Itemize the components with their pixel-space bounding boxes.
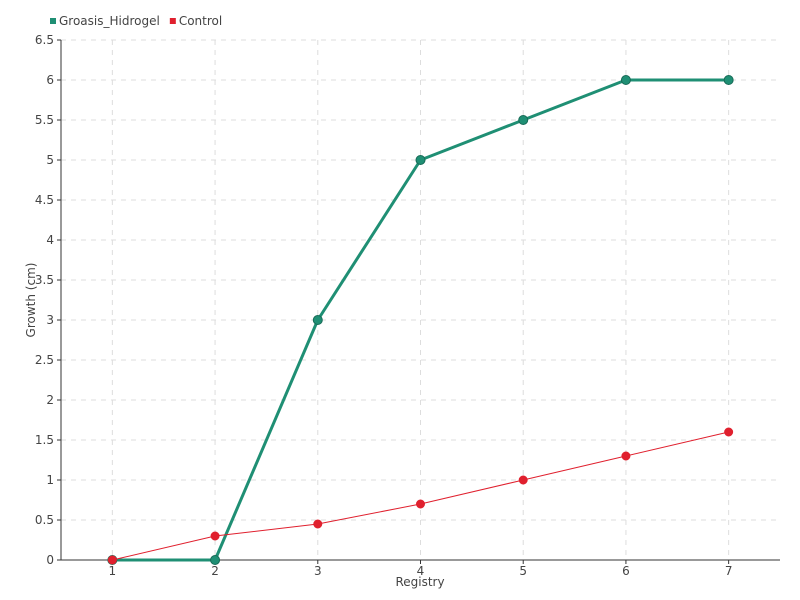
data-point-groasis-hidrogel [210,555,221,565]
x-tick-label: 4 [417,564,425,578]
data-point-control [621,451,631,461]
data-point-groasis-hidrogel [415,155,426,165]
data-point-groasis-hidrogel [723,75,734,85]
y-tick-label: 6 [46,73,54,87]
data-point-control [724,427,734,437]
y-tick-label: 4 [46,233,54,247]
data-point-control [107,555,117,565]
y-tick-label: 6.5 [35,33,54,47]
y-tick-label: 3 [46,313,54,327]
x-tick-label: 1 [109,564,117,578]
y-tick-label: 2.5 [35,353,54,367]
y-tick-label: 5.5 [35,113,54,127]
legend: Groasis_Hidrogel Control [50,14,222,28]
series-layer [107,75,734,565]
y-tick-label: 5 [46,153,54,167]
y-tick-label: 0.5 [35,513,54,527]
legend-label-groasis-hidrogel: Groasis_Hidrogel [59,14,160,28]
x-tick-label: 6 [622,564,630,578]
y-tick-label: 3.5 [35,273,54,287]
y-tick-label: 1 [46,473,54,487]
data-point-groasis-hidrogel [518,115,529,125]
legend-marker-control [169,18,176,24]
y-tick-label: 4.5 [35,193,54,207]
y-tick-label: 0 [46,553,54,567]
y-tick-label: 1.5 [35,433,54,447]
x-axis-title: Registry [395,575,444,589]
data-point-groasis-hidrogel [312,315,323,325]
y-axis-title: Growth (cm) [24,263,38,338]
legend-label-control: Control [179,14,222,28]
x-tick-label: 3 [314,564,322,578]
data-point-control [210,531,220,541]
legend-marker-groasis-hidrogel [50,18,56,24]
data-point-groasis-hidrogel [620,75,631,85]
axis-layer: 0 0.5 1 1.5 2 2.5 3 3.5 4 4.5 5 5.5 6 6.5 1 2 3 4 5 6 7 [35,33,780,578]
data-point-control [416,499,425,509]
data-point-control [313,519,323,529]
data-point-control [518,475,528,485]
grid-layer [61,39,780,560]
x-tick-label: 5 [519,564,527,578]
x-tick-label: 2 [211,564,219,578]
x-tick-label: 7 [725,564,733,578]
y-tick-label: 2 [46,393,54,407]
